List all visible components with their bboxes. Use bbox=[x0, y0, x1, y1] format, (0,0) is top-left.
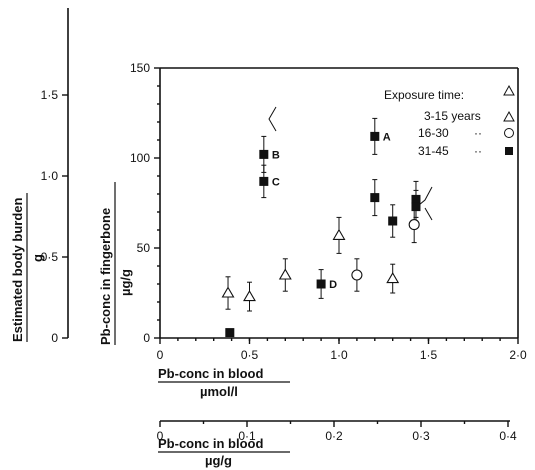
secondary-y-tick-label: 1·0 bbox=[41, 169, 59, 183]
point-labels: B C D A bbox=[268, 106, 433, 291]
ticks bbox=[62, 67, 519, 427]
point-label: A bbox=[383, 131, 391, 143]
secondary-x-axis-title: Pb-conc in blood bbox=[158, 436, 263, 451]
point-square bbox=[225, 328, 235, 338]
legend-ditto-16-30: ·· bbox=[474, 126, 482, 140]
legend-label-16-30: 16-30 bbox=[418, 126, 449, 140]
secondary-x-axis-unit: µg/g bbox=[205, 453, 232, 468]
secondary-y-axis-title: Estimated body burden bbox=[10, 197, 25, 342]
secondary-y-tick-label: 0·5 bbox=[41, 250, 59, 264]
point-square bbox=[411, 202, 421, 212]
secondary-x-tick-label: 0·1 bbox=[238, 429, 256, 443]
secondary-y-axis-unit: g bbox=[30, 254, 45, 262]
secondary-y-tick-label: 1·5 bbox=[41, 88, 59, 102]
y-tick-label: 50 bbox=[137, 241, 151, 255]
y-tick-label: 0 bbox=[143, 331, 150, 345]
secondary-x-tick-label: 0 bbox=[157, 429, 164, 443]
y-axis-unit: µg/g bbox=[118, 269, 133, 296]
tick-labels: 0 0·5 1·0 1·5 2·0 0 50 100 150 0 0·5 1·0 1·5 0 0·1 0·2 0… bbox=[41, 61, 527, 443]
x-axis-title: Pb-conc in blood bbox=[158, 366, 263, 381]
legend-label-31-45: 31-45 bbox=[418, 144, 449, 158]
secondary-x-tick-label: 0·4 bbox=[499, 429, 517, 443]
point-square bbox=[370, 193, 380, 203]
point-square bbox=[259, 176, 269, 186]
point-triangle bbox=[278, 268, 292, 280]
data-points bbox=[221, 131, 421, 338]
point-square bbox=[370, 131, 380, 141]
plot-frame bbox=[159, 67, 519, 339]
legend-label-3-15: 3-15 years bbox=[424, 109, 481, 123]
legend-triangle-icon bbox=[503, 110, 515, 122]
secondary-y-tick-label: 0 bbox=[51, 331, 58, 345]
x-tick-label: 1·5 bbox=[420, 348, 438, 362]
legend-circle-icon bbox=[504, 128, 514, 138]
x-axis-unit: µmol/l bbox=[200, 384, 238, 399]
bracket-bc bbox=[268, 106, 277, 132]
point-triangle bbox=[386, 272, 400, 284]
secondary-x-tick-label: 0·2 bbox=[325, 429, 343, 443]
point-square bbox=[388, 216, 398, 226]
point-square bbox=[411, 194, 421, 204]
x-tick-label: 0·5 bbox=[241, 348, 259, 362]
point-triangle bbox=[243, 290, 256, 302]
point-triangle bbox=[221, 286, 235, 298]
x-tick-label: 1·0 bbox=[330, 348, 348, 362]
point-label: B bbox=[272, 149, 280, 161]
x-tick-label: 0 bbox=[157, 348, 164, 362]
legend-title: Exposure time: bbox=[384, 88, 464, 102]
point-circle bbox=[351, 269, 363, 281]
y-axis-title: Pb-conc in fingerbone bbox=[98, 208, 113, 345]
legend-title-triangle-icon bbox=[503, 84, 515, 96]
secondary-x-tick-label: 0·3 bbox=[412, 429, 430, 443]
point-circle bbox=[408, 219, 420, 231]
x-tick-label: 2·0 bbox=[509, 348, 527, 362]
point-square bbox=[316, 279, 326, 289]
point-label: D bbox=[329, 279, 337, 291]
point-label: C bbox=[272, 176, 280, 188]
point-triangle bbox=[332, 228, 346, 240]
bracket-right bbox=[418, 186, 433, 221]
legend-ditto-31-45: ·· bbox=[474, 144, 482, 158]
legend-square-icon bbox=[505, 147, 513, 155]
legend: Exposure time: 3-15 years 16-30 ·· 31-45… bbox=[384, 84, 515, 158]
y-tick-label: 100 bbox=[130, 151, 150, 165]
point-square bbox=[259, 149, 269, 159]
y-tick-label: 150 bbox=[130, 61, 150, 75]
